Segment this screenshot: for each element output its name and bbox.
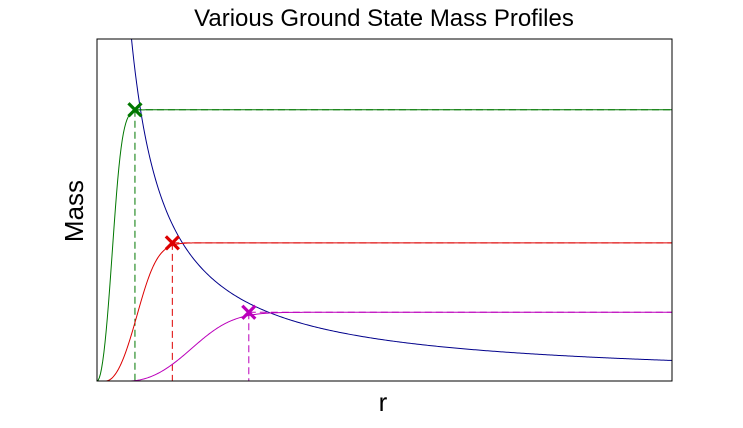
plot-frame xyxy=(96,38,673,382)
x-axis-label: r xyxy=(379,387,388,417)
plot-area xyxy=(97,39,672,381)
chart-title: Various Ground State Mass Profiles xyxy=(194,5,574,32)
cross-marker-2 xyxy=(164,235,180,251)
cross-marker-3 xyxy=(241,304,257,320)
reference-curve-line xyxy=(131,39,672,361)
mass-profile-line-3 xyxy=(97,311,672,381)
cross-marker-1 xyxy=(127,102,143,118)
y-axis-label: Mass xyxy=(59,180,89,242)
